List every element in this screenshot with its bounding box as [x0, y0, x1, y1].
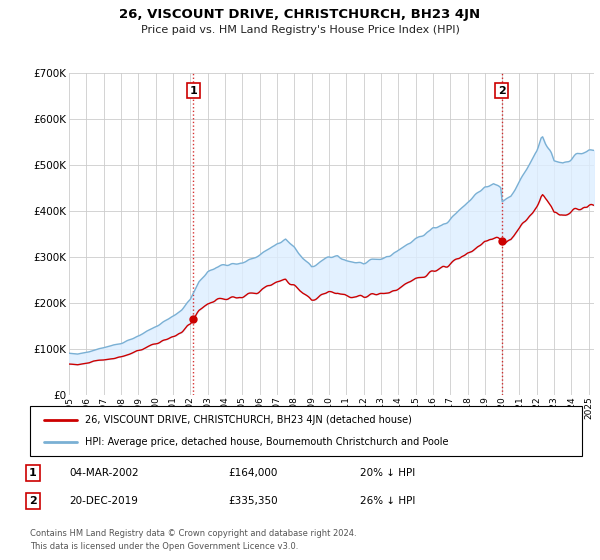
Text: Contains HM Land Registry data © Crown copyright and database right 2024.: Contains HM Land Registry data © Crown c… [30, 529, 356, 538]
Text: 20-DEC-2019: 20-DEC-2019 [69, 496, 138, 506]
Text: £164,000: £164,000 [228, 468, 277, 478]
Text: HPI: Average price, detached house, Bournemouth Christchurch and Poole: HPI: Average price, detached house, Bour… [85, 437, 449, 447]
Text: £335,350: £335,350 [228, 496, 278, 506]
Text: 04-MAR-2002: 04-MAR-2002 [69, 468, 139, 478]
Text: This data is licensed under the Open Government Licence v3.0.: This data is licensed under the Open Gov… [30, 542, 298, 550]
Text: 1: 1 [29, 468, 37, 478]
Text: 1: 1 [190, 86, 197, 96]
Text: 26, VISCOUNT DRIVE, CHRISTCHURCH, BH23 4JN (detached house): 26, VISCOUNT DRIVE, CHRISTCHURCH, BH23 4… [85, 415, 412, 425]
Text: 20% ↓ HPI: 20% ↓ HPI [360, 468, 415, 478]
Text: 2: 2 [498, 86, 506, 96]
FancyBboxPatch shape [30, 406, 582, 456]
Text: Price paid vs. HM Land Registry's House Price Index (HPI): Price paid vs. HM Land Registry's House … [140, 25, 460, 35]
Text: 2: 2 [29, 496, 37, 506]
Text: 26, VISCOUNT DRIVE, CHRISTCHURCH, BH23 4JN: 26, VISCOUNT DRIVE, CHRISTCHURCH, BH23 4… [119, 8, 481, 21]
Text: 26% ↓ HPI: 26% ↓ HPI [360, 496, 415, 506]
